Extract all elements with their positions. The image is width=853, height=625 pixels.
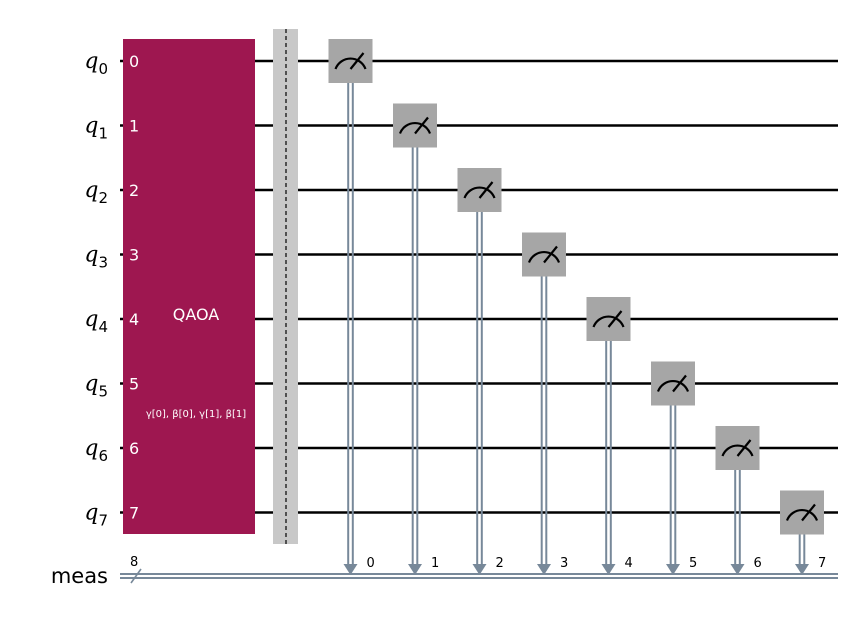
measure-box-5 [651,361,695,406]
qubit-label-5: q5 [84,372,108,401]
measure-bit-label-4: 4 [625,556,633,571]
measure-arrow-5 [666,564,680,575]
qubit-label-1: q1 [84,114,108,143]
classical-register-label: meas [51,564,108,588]
measure-arrow-0 [343,564,358,575]
qaoa-port-4: 4 [129,310,139,329]
qubit-label-4: q4 [84,307,108,336]
measure-bit-label-3: 3 [560,556,568,571]
meter-icon [527,250,561,263]
qaoa-gate-params: γ[0], β[0], γ[1], β[1] [146,409,246,420]
classical-register-size: 8 [130,555,138,570]
measure-box-7 [780,490,824,535]
measure-gate-5: 5 [651,361,697,575]
measure-box-6 [715,426,760,470]
measure-gate-3: 3 [522,232,568,575]
meter-needle-icon [736,439,752,457]
meter-needle-icon [672,374,687,393]
measure-box-1 [393,103,437,148]
measure-arrow-4 [601,564,616,575]
qaoa-port-7: 7 [129,504,139,523]
measure-bit-label-2: 2 [496,556,504,571]
qubit-label-2: q2 [84,178,108,207]
meter-needle-icon [349,52,365,70]
measure-gate-4: 4 [586,297,633,575]
measure-box-2 [457,168,502,212]
measure-bit-label-0: 0 [367,556,375,571]
measure-box-4 [586,297,631,341]
measure-arrow-7 [795,564,809,575]
meter-needle-icon [478,181,494,199]
qaoa-port-2: 2 [129,181,139,200]
meter-icon [656,379,690,392]
qubit-label-7: q7 [84,501,108,530]
meter-icon [721,444,754,457]
measure-bit-label-1: 1 [431,556,439,571]
qaoa-port-5: 5 [129,375,139,394]
measure-arrow-2 [472,564,487,575]
meter-icon [592,315,625,328]
qaoa-port-0: 0 [129,52,139,71]
meter-needle-icon [801,503,816,522]
measure-gate-7: 7 [780,490,826,575]
measure-gate-0: 0 [328,39,375,575]
measure-bit-label-5: 5 [689,556,697,571]
measure-box-0 [328,39,373,83]
qaoa-port-1: 1 [129,117,139,136]
qaoa-gate [123,39,255,534]
measure-bit-label-7: 7 [818,556,826,571]
measure-arrow-1 [408,564,422,575]
measure-arrow-6 [730,564,745,575]
measure-arrow-3 [537,564,551,575]
measure-box-3 [522,232,566,277]
qubit-label-6: q6 [84,436,108,465]
measure-bit-label-6: 6 [754,556,762,571]
qubit-label-3: q3 [84,243,108,272]
qaoa-gate-name: QAOA [173,305,220,324]
meter-icon [334,57,367,70]
qubit-label-0: q0 [84,49,108,78]
meter-needle-icon [414,116,429,135]
meter-icon [785,508,819,521]
meter-icon [398,121,432,134]
measure-gate-2: 2 [457,168,504,575]
qaoa-port-3: 3 [129,246,139,265]
classical-bundle-slash [130,568,142,584]
measure-gate-6: 6 [715,426,762,575]
meter-icon [463,186,496,199]
meter-needle-icon [543,245,558,264]
qaoa-port-6: 6 [129,439,139,458]
measure-gate-1: 1 [393,103,439,575]
meter-needle-icon [607,310,623,328]
